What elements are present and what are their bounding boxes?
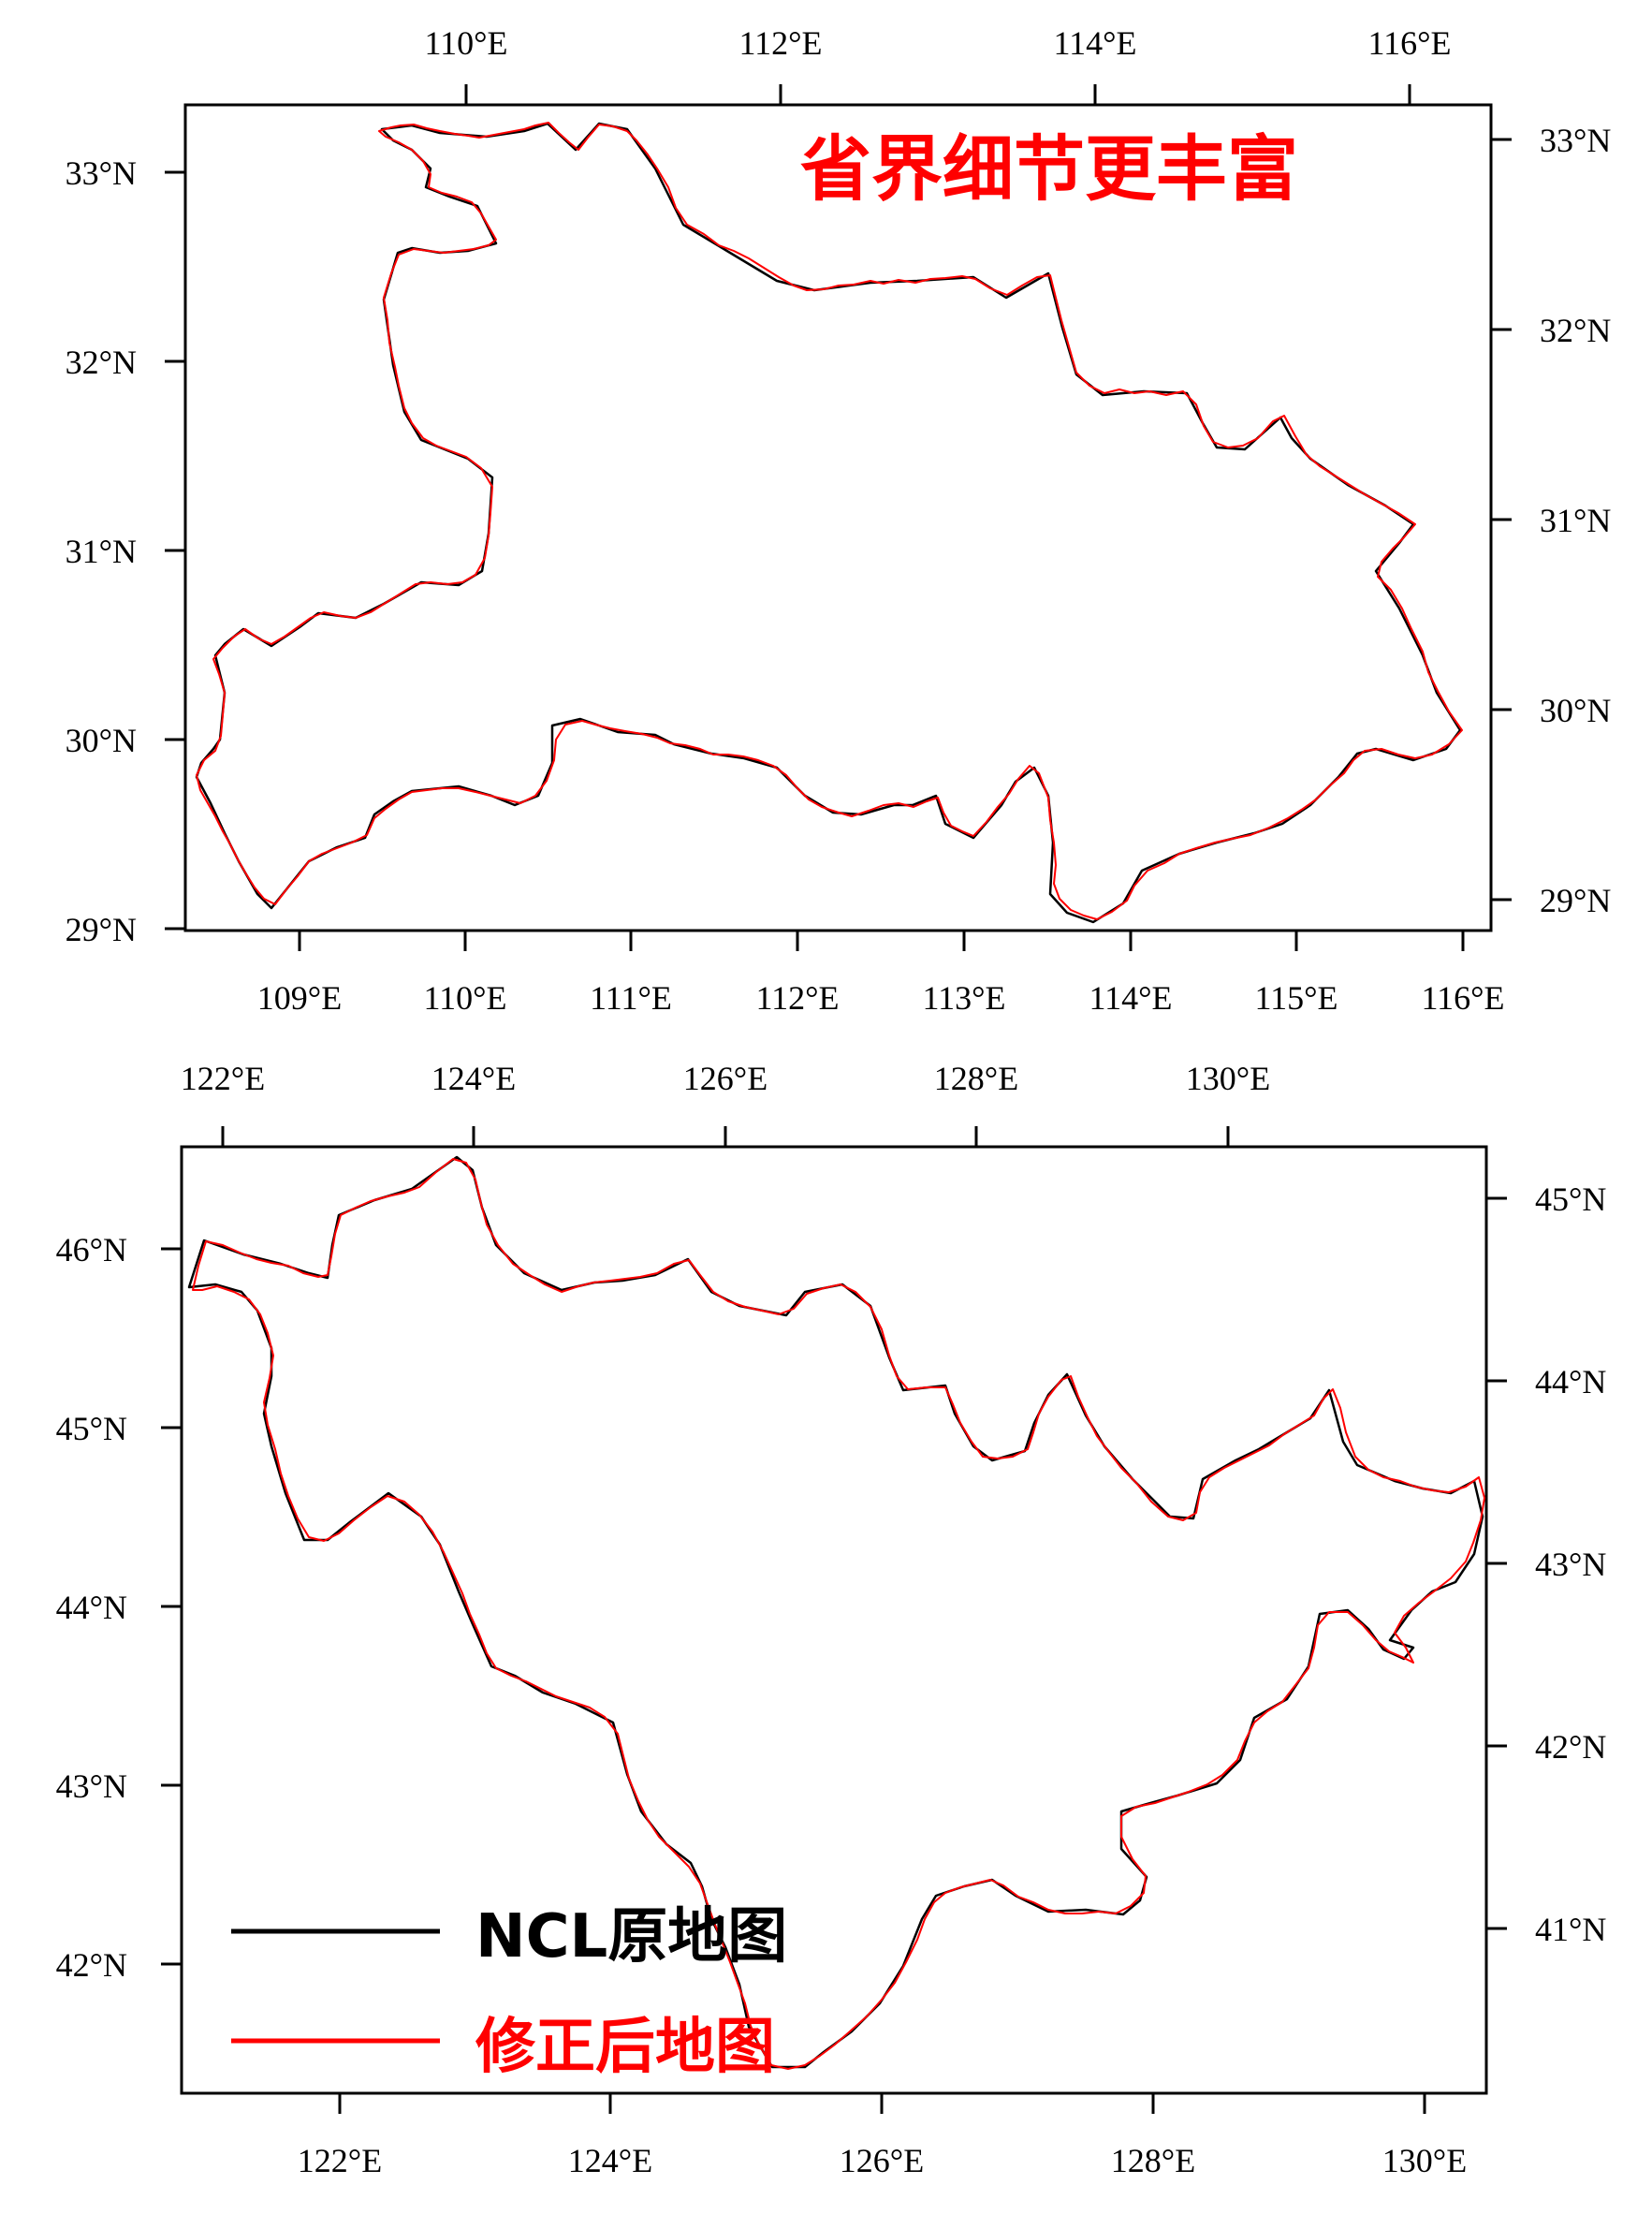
bottom-tick-label: 110°E bbox=[423, 979, 506, 1017]
left-tick-label: 32°N bbox=[66, 344, 137, 381]
top-tick-label: 124°E bbox=[431, 1060, 516, 1097]
left-tick-label: 46°N bbox=[56, 1231, 127, 1268]
left-tick-label: 45°N bbox=[56, 1410, 127, 1447]
bottom-tick-label: 111°E bbox=[590, 979, 672, 1017]
top-tick-label: 126°E bbox=[683, 1060, 768, 1097]
top-tick-label: 114°E bbox=[1053, 24, 1136, 62]
bottom-tick-marks bbox=[338, 2093, 1426, 2114]
right-tick-label: 42°N bbox=[1535, 1728, 1606, 1766]
left-tick-label: 43°N bbox=[56, 1767, 127, 1805]
bottom-tick-label: 126°E bbox=[840, 2142, 924, 2179]
map-frame bbox=[180, 1145, 1488, 2095]
top-tick-label: 128°E bbox=[934, 1060, 1018, 1097]
bottom-tick-label: 122°E bbox=[298, 2142, 382, 2179]
legend-label-corrected: 修正后地图 bbox=[475, 2013, 775, 2082]
left-tick-label: 42°N bbox=[56, 1946, 127, 1984]
top-tick-label: 110°E bbox=[424, 24, 507, 62]
jilin-boundary-corrected bbox=[192, 1158, 1485, 2070]
left-tick-label: 44°N bbox=[56, 1589, 127, 1626]
left-tick-label: 29°N bbox=[66, 911, 137, 948]
bottom-tick-label: 116°E bbox=[1421, 979, 1504, 1017]
right-tick-label: 30°N bbox=[1540, 692, 1611, 729]
legend: NCL原地图 修正后地图 bbox=[231, 1902, 787, 2082]
bottom-tick-label: 124°E bbox=[568, 2142, 652, 2179]
left-tick-marks bbox=[161, 1247, 182, 1966]
bottom-tick-label: 114°E bbox=[1089, 979, 1172, 1017]
bottom-tick-label: 115°E bbox=[1254, 979, 1338, 1017]
left-tick-label: 30°N bbox=[66, 722, 137, 759]
left-tick-marks bbox=[165, 170, 185, 931]
top-tick-label: 130°E bbox=[1186, 1060, 1270, 1097]
map-frame bbox=[183, 103, 1493, 932]
left-tick-label: 31°N bbox=[66, 533, 137, 570]
right-tick-marks bbox=[1491, 138, 1512, 902]
top-tick-label: 122°E bbox=[181, 1060, 265, 1097]
right-tick-label: 44°N bbox=[1535, 1363, 1606, 1400]
left-tick-label: 33°N bbox=[66, 154, 137, 192]
bottom-tick-label: 130°E bbox=[1382, 2142, 1467, 2179]
hubei-boundary-corrected bbox=[196, 122, 1463, 920]
map-jilin: 122°E 124°E 126°E 128°E 130°E 122°E 124°… bbox=[56, 1060, 1607, 2179]
right-tick-label: 43°N bbox=[1535, 1546, 1606, 1583]
annotation-title: 省界细节更丰富 bbox=[800, 127, 1298, 211]
top-tick-marks bbox=[221, 1126, 1230, 1147]
top-tick-label: 116°E bbox=[1367, 24, 1451, 62]
bottom-tick-label: 113°E bbox=[922, 979, 1005, 1017]
bottom-tick-marks bbox=[298, 931, 1465, 951]
top-tick-marks bbox=[464, 84, 1411, 105]
map-hubei: 110°E 112°E 114°E 116°E 109°E 110°E 111°… bbox=[66, 24, 1612, 1017]
legend-label-original: NCL原地图 bbox=[475, 1902, 787, 1972]
bottom-tick-label: 109°E bbox=[257, 979, 342, 1017]
bottom-tick-label: 112°E bbox=[755, 979, 839, 1017]
bottom-tick-label: 128°E bbox=[1111, 2142, 1195, 2179]
right-tick-label: 29°N bbox=[1540, 882, 1611, 919]
right-tick-label: 32°N bbox=[1540, 312, 1611, 349]
right-tick-marks bbox=[1486, 1196, 1507, 1930]
right-tick-label: 31°N bbox=[1540, 502, 1611, 539]
right-tick-label: 41°N bbox=[1535, 1911, 1606, 1948]
right-tick-label: 33°N bbox=[1540, 122, 1611, 159]
right-tick-label: 45°N bbox=[1535, 1180, 1606, 1218]
top-tick-label: 112°E bbox=[738, 24, 822, 62]
